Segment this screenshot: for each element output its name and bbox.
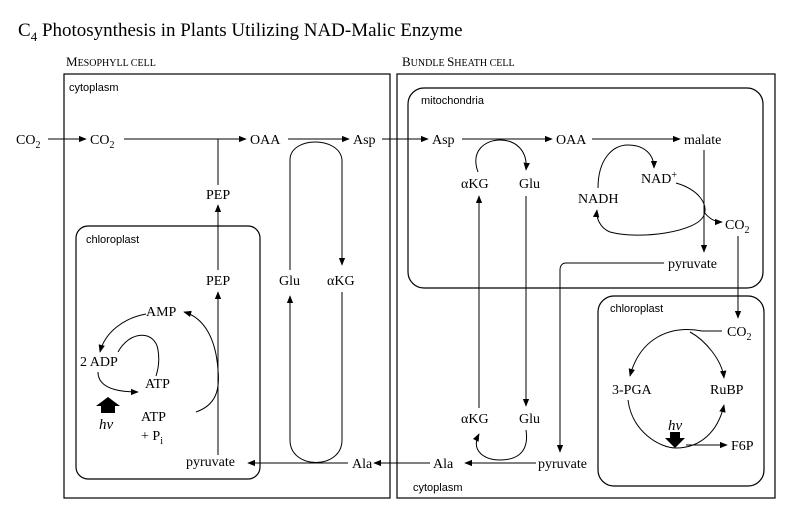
arrow-adp-arc [117, 334, 160, 377]
atp-product: ATP [145, 377, 170, 392]
atp-input: ATP [141, 410, 166, 425]
arrow-rubp-to-pga [628, 329, 703, 377]
two-adp: 2 ADP [80, 355, 118, 370]
oaa-mesophyll: OAA [250, 133, 281, 148]
bs-cytoplasm-label: cytoplasm [413, 482, 463, 494]
arrow-atp-amp [183, 310, 219, 413]
light-arrow-down-icon [665, 432, 685, 448]
3-pga: 3-PGA [612, 383, 653, 398]
co2-chloroplast: CO2 [727, 325, 751, 343]
akg-mitochondria: αKG [461, 177, 489, 192]
malate: malate [684, 133, 721, 148]
co2-mesophyll: CO2 [90, 133, 114, 151]
light-arrow-icon [96, 397, 120, 413]
pyruvate-mitochondria: pyruvate [668, 257, 717, 272]
arrow-bs-transamination [472, 429, 528, 461]
meso-cytoplasm-label: cytoplasm [69, 82, 119, 94]
asp-mitochondria: Asp [432, 133, 455, 148]
light-hv-bundle-sheath: hν [668, 418, 683, 434]
meso-chloroplast-label: chloroplast [86, 234, 139, 246]
mitochondria-box [407, 87, 764, 289]
co2-atmospheric: CO2 [16, 133, 40, 151]
ala-mesophyll: Ala [352, 457, 373, 472]
glu-bundle-sheath: Glu [519, 412, 540, 427]
arrow-glu-loop [286, 292, 343, 463]
arrow-nad-nadh [592, 182, 706, 236]
rubp: RuBP [710, 383, 744, 398]
arrow-akg-loop [289, 141, 346, 270]
pep-cytoplasm: PEP [206, 188, 230, 203]
glu-mitochondria: Glu [519, 177, 540, 192]
arrow-adp-atp-cycle [98, 313, 147, 353]
bs-chloroplast-label: chloroplast [610, 303, 663, 315]
mesophyll-cell-header: MESOPHYLL CELL [66, 54, 156, 69]
bundle-sheath-chloroplast-box [597, 295, 765, 487]
asp-mesophyll: Asp [353, 133, 376, 148]
pyruvate-mesophyll: pyruvate [186, 455, 235, 470]
arrow-pyruvate-export [556, 262, 664, 453]
pathway-arrows [48, 135, 742, 467]
nad-plus: NAD+ [641, 170, 677, 187]
arrow-pga-reduction [627, 399, 726, 449]
diagram-title: C4 Photosynthesis in Plants Utilizing NA… [18, 20, 463, 44]
oaa-mitochondria: OAA [556, 133, 587, 148]
arrow-nadh-nad [597, 144, 658, 189]
mitochondria-label: mitochondria [421, 95, 485, 107]
ala-bundle-sheath: Ala [433, 457, 454, 472]
bundle-sheath-cell-box [396, 73, 776, 499]
akg-bundle-sheath: αKG [461, 412, 489, 427]
amp: AMP [146, 305, 177, 320]
glu-mesophyll: Glu [279, 274, 300, 289]
co2-mitochondria: CO2 [725, 218, 749, 236]
bundle-sheath-cell-header: BUNDLE SHEATH CELL [402, 54, 515, 69]
pep-chloroplast: PEP [206, 274, 230, 289]
arrow-co2-release [703, 211, 723, 226]
arrow-rubp-from-top [689, 331, 727, 379]
light-hv-mesophyll: hν [99, 417, 114, 433]
mesophyll-cytoplasm-box [63, 73, 391, 499]
f6p: F6P [731, 439, 754, 454]
arrow-mito-transamination [475, 139, 530, 173]
phosphate-input: + Pi [141, 429, 163, 447]
arrow-adp-to-atp [97, 371, 139, 396]
akg-mesophyll: αKG [327, 274, 355, 289]
nadh: NADH [578, 192, 618, 207]
mesophyll-chloroplast-box [75, 225, 261, 480]
pyruvate-bundle-sheath: pyruvate [538, 457, 587, 472]
